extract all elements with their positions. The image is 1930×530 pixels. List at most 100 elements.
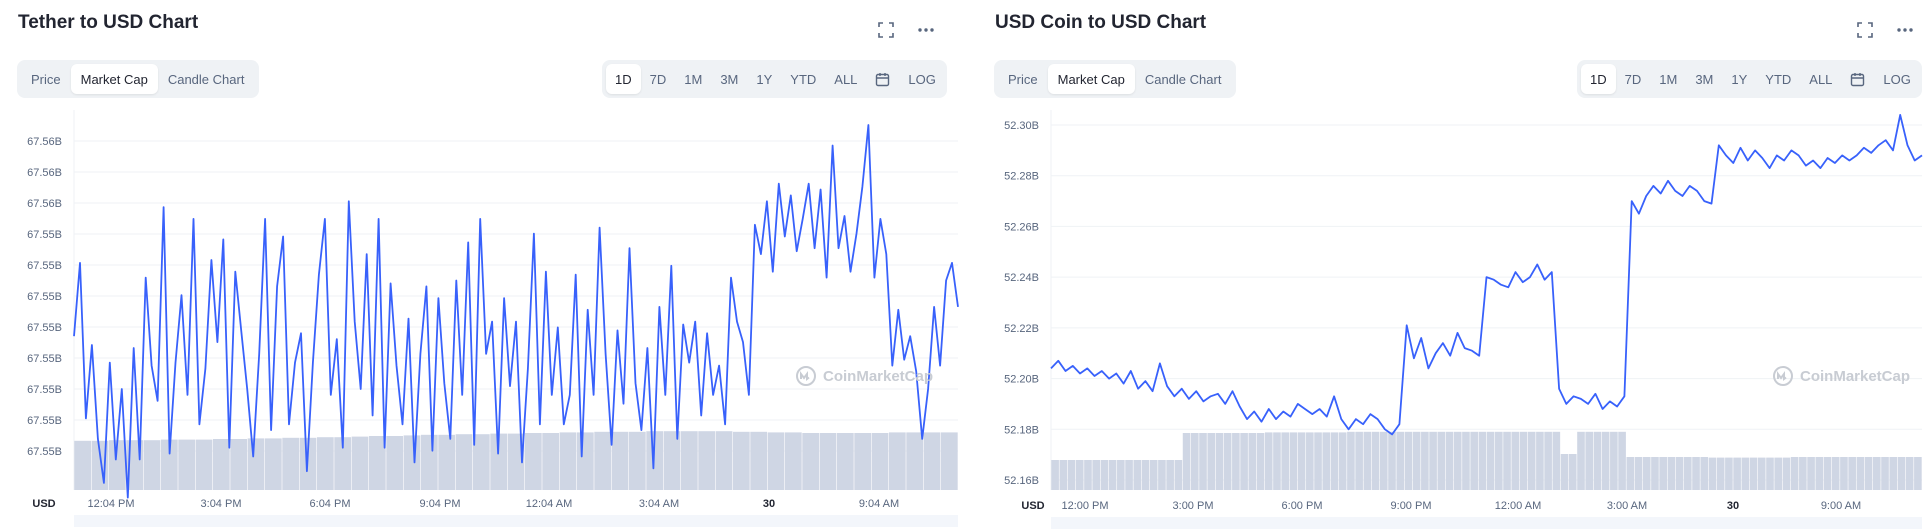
volume-bar <box>1749 457 1758 490</box>
volume-bar <box>178 439 196 490</box>
volume-bar <box>1117 460 1125 490</box>
range-1d-button[interactable]: 1D <box>1581 64 1616 94</box>
x-tick-label: 6:04 PM <box>310 498 351 510</box>
range-all-button[interactable]: ALL <box>1809 71 1833 87</box>
range-7d-button[interactable]: 7D <box>649 71 667 87</box>
x-tick-label: 3:04 PM <box>201 498 242 510</box>
volume-bar <box>1675 457 1684 490</box>
range-1m-button[interactable]: 1M <box>1659 71 1678 87</box>
range-ytd-button[interactable]: YTD <box>790 71 817 87</box>
time-range-selector: 1D 7D 1M 3M 1Y YTD ALL LOG <box>1577 60 1922 98</box>
volume-bar <box>1429 431 1437 490</box>
volume-bar <box>576 432 594 490</box>
volume-bar <box>767 432 785 490</box>
watermark-text: CoinMarketCap <box>823 367 934 385</box>
date-picker-button[interactable] <box>1841 64 1874 94</box>
y-tick-label: 67.55B <box>27 446 62 458</box>
volume-bar <box>1725 457 1733 490</box>
y-tick-label: 67.55B <box>27 229 62 241</box>
y-tick-label: 67.56B <box>27 198 62 210</box>
tab-candle-chart[interactable]: Candle Chart <box>1144 71 1222 87</box>
tab-candle-chart[interactable]: Candle Chart <box>167 71 245 87</box>
volume-bar <box>1897 457 1906 490</box>
log-scale-button[interactable]: LOG <box>908 71 936 87</box>
volume-bar <box>1182 433 1191 490</box>
range-navigator[interactable] <box>1051 517 1922 529</box>
range-3m-button[interactable]: 3M <box>720 71 739 87</box>
chart-type-tabs: Price Market Cap Candle Chart <box>994 60 1236 98</box>
volume-bar <box>1347 431 1355 490</box>
tab-price[interactable]: Price <box>1008 71 1038 87</box>
volume-bar <box>1716 457 1725 490</box>
volume-bar <box>368 436 386 490</box>
currency-label: USD <box>32 498 55 510</box>
volume-bar <box>1840 457 1848 490</box>
volume-bar <box>524 433 542 490</box>
watermark: CoinMarketCap <box>1772 365 1910 387</box>
watermark: CoinMarketCap <box>795 365 933 387</box>
expand-button[interactable] <box>872 16 900 44</box>
volume-bar <box>1338 432 1347 490</box>
y-tick-label: 52.30B <box>1004 120 1039 132</box>
volume-bar <box>1872 457 1881 490</box>
y-tick-label: 67.55B <box>27 322 62 334</box>
date-picker-button[interactable] <box>866 64 899 94</box>
x-tick-label: 12:04 AM <box>526 498 572 510</box>
volume-bar <box>1158 460 1166 490</box>
y-tick-label: 67.55B <box>27 353 62 365</box>
range-navigator[interactable] <box>74 515 958 527</box>
volume-bar <box>143 440 161 490</box>
volume-bar <box>1568 454 1577 490</box>
y-tick-label: 67.55B <box>27 291 62 303</box>
volume-bar <box>230 439 248 490</box>
range-3m-button[interactable]: 3M <box>1695 71 1714 87</box>
volume-bar <box>1503 431 1511 490</box>
x-tick-label: 3:00 PM <box>1173 500 1214 512</box>
volume-bar <box>1437 431 1446 490</box>
volume-bar <box>403 435 421 490</box>
range-7d-button[interactable]: 7D <box>1624 71 1642 87</box>
volume-bar <box>1453 431 1462 490</box>
tab-market-cap[interactable]: Market Cap <box>1047 64 1135 94</box>
log-scale-button[interactable]: LOG <box>1883 71 1911 87</box>
volume-bar <box>1240 433 1248 490</box>
volume-bar <box>750 431 768 490</box>
volume-bar <box>1306 432 1314 490</box>
volume-bar <box>1462 431 1470 490</box>
tab-market-cap[interactable]: Market Cap <box>70 64 158 94</box>
volume-bar <box>836 433 854 490</box>
more-options-button[interactable] <box>1891 16 1919 44</box>
expand-button[interactable] <box>1851 16 1879 44</box>
volume-bar <box>940 432 958 490</box>
volume-bar <box>1223 433 1232 490</box>
volume-bar <box>1790 457 1799 490</box>
volume-bar <box>1478 431 1487 490</box>
range-1y-button[interactable]: 1Y <box>1731 71 1748 87</box>
range-1d-button[interactable]: 1D <box>606 64 641 94</box>
range-1m-button[interactable]: 1M <box>684 71 703 87</box>
range-all-button[interactable]: ALL <box>834 71 858 87</box>
range-ytd-button[interactable]: YTD <box>1765 71 1792 87</box>
volume-bar <box>1799 457 1807 490</box>
volume-bar <box>1495 431 1503 490</box>
volume-bar <box>1659 457 1667 490</box>
volume-bar <box>1782 457 1791 490</box>
volume-bar <box>1651 457 1659 490</box>
volume-bar <box>1667 457 1676 490</box>
tab-price[interactable]: Price <box>31 71 61 87</box>
volume-bar <box>1248 433 1257 490</box>
volume-bar <box>1075 460 1084 490</box>
x-tick-label: 12:00 AM <box>1495 500 1541 512</box>
currency-label: USD <box>1021 500 1044 512</box>
volume-bar <box>871 433 889 490</box>
volume-bar <box>854 433 872 490</box>
volume-bar <box>1618 431 1626 490</box>
volume-bar <box>490 433 508 490</box>
volume-bar <box>1125 460 1133 490</box>
chart-title: Tether to USD Chart <box>18 12 199 33</box>
volume-bar <box>1273 432 1281 490</box>
range-1y-button[interactable]: 1Y <box>756 71 773 87</box>
expand-icon <box>1857 22 1873 38</box>
more-options-button[interactable] <box>912 16 940 44</box>
y-tick-label: 67.55B <box>27 384 62 396</box>
